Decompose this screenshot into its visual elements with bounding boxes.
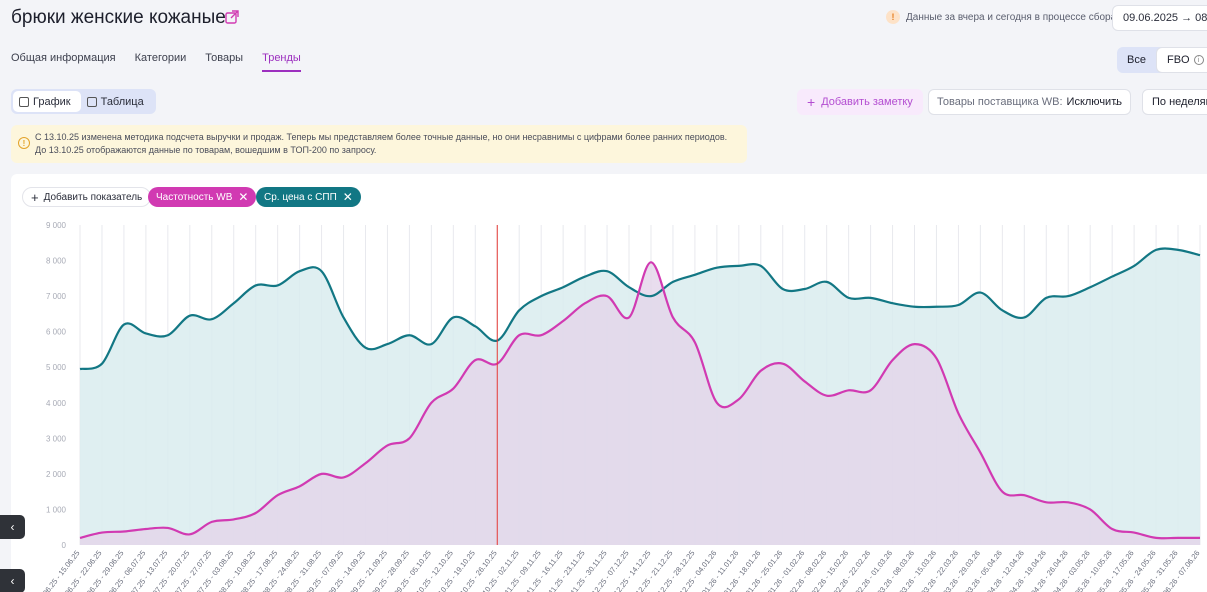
- metric-chip-price[interactable]: Ср. цена с СПП ✕: [256, 187, 361, 207]
- warning-icon: !: [886, 10, 900, 24]
- y-tick-label: 9 000: [46, 221, 67, 230]
- warning-icon: !: [18, 137, 30, 149]
- close-icon[interactable]: ✕: [342, 190, 353, 204]
- y-tick-label: 8 000: [46, 257, 67, 266]
- date-range-value: 09.06.2025 → 08: [1123, 12, 1207, 24]
- period-select[interactable]: По неделям: [1142, 89, 1207, 115]
- supplier-filter-value: Исключить: [1066, 96, 1122, 108]
- y-tick-label: 5 000: [46, 363, 67, 372]
- view-table-option[interactable]: Таблица: [81, 91, 154, 112]
- status-text: Данные за вчера и сегодня в процессе сбо…: [906, 11, 1117, 23]
- series-line: [79, 247, 1201, 371]
- trend-chart: 9 000 8 000 7 000 6 000 5 000 4 000 3 000 2 000…: [34, 221, 1201, 592]
- chart-icon: [19, 96, 29, 107]
- date-range-picker[interactable]: 09.06.2025 → 08: [1112, 5, 1207, 31]
- tab-general[interactable]: Общая информация: [11, 52, 116, 64]
- methodology-notice: ! С 13.10.25 изменена методика подсчета …: [11, 125, 747, 163]
- add-metric-label: Добавить показатель: [43, 191, 143, 203]
- y-tick-label: 3 000: [46, 434, 67, 443]
- metric-chip-label: Частотность WB: [156, 191, 233, 203]
- view-chart-option[interactable]: График: [13, 91, 81, 112]
- y-tick-label: 7 000: [46, 292, 67, 301]
- fulfillment-toggle: Все FBO i: [1117, 47, 1207, 73]
- page-title: брюки женские кожаные: [11, 7, 226, 28]
- y-tick-label: 2 000: [46, 470, 67, 479]
- series-line: [79, 261, 1200, 540]
- fbo-label: FBO: [1166, 54, 1190, 66]
- y-tick-label: 0: [62, 541, 67, 550]
- data-status: ! Данные за вчера и сегодня в процессе с…: [886, 10, 1116, 24]
- tab-categories[interactable]: Категории: [134, 52, 187, 64]
- tab-trends[interactable]: Тренды: [262, 52, 301, 72]
- plus-icon: +: [807, 94, 816, 110]
- fulfillment-fbo-option[interactable]: FBO i: [1155, 47, 1207, 73]
- add-metric-button[interactable]: + Добавить показатель: [22, 187, 152, 207]
- y-tick-label: 4 000: [46, 399, 67, 408]
- view-chart-label: График: [33, 95, 71, 108]
- fulfillment-all-option[interactable]: Все: [1127, 54, 1146, 66]
- chevron-down-icon: ⌄: [1112, 97, 1120, 107]
- plus-icon: +: [31, 189, 39, 205]
- supplier-filter-select[interactable]: Товары поставщика WB: Исключить ⌄: [928, 89, 1131, 115]
- close-icon[interactable]: ✕: [238, 190, 249, 204]
- y-tick-label: 6 000: [46, 328, 67, 337]
- series-area: [80, 262, 1200, 545]
- add-note-label: Добавить заметку: [821, 96, 913, 108]
- info-icon: i: [1193, 55, 1204, 65]
- external-link-icon[interactable]: [224, 9, 240, 25]
- view-toggle: График Таблица: [11, 89, 156, 114]
- notice-line-1: С 13.10.25 изменена методика подсчета вы…: [35, 132, 728, 142]
- y-tick-label: 1 000: [46, 505, 67, 514]
- collapse-button[interactable]: ‹: [0, 515, 25, 539]
- metric-chip-frequency[interactable]: Частотность WB ✕: [148, 187, 257, 207]
- supplier-filter-label: Товары поставщика WB:: [937, 96, 1063, 108]
- collapse-button[interactable]: ‹: [0, 569, 25, 592]
- period-value: По неделям: [1152, 96, 1207, 108]
- section-tabs: Общая информация Категории Товары Тренды: [11, 52, 301, 72]
- add-note-button[interactable]: + Добавить заметку: [797, 89, 923, 115]
- table-icon: [86, 96, 97, 107]
- metric-chip-label: Ср. цена с СПП: [264, 191, 337, 203]
- chart-card: 9 000 8 000 7 000 6 000 5 000 4 000 3 000 2 000…: [11, 174, 1207, 592]
- tab-products[interactable]: Товары: [205, 52, 244, 64]
- notice-line-2: До 13.10.25 отображаются данные по товар…: [35, 145, 377, 155]
- view-table-label: Таблица: [100, 95, 144, 108]
